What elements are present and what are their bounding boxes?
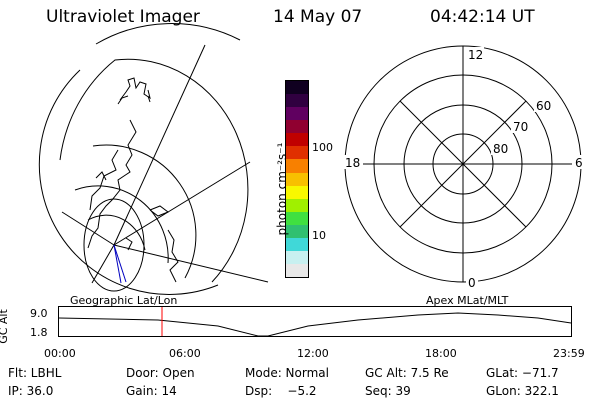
colorbar-segment — [286, 211, 308, 225]
lat-label-70: 70 — [513, 120, 528, 134]
orbit-track-2 — [113, 244, 122, 284]
geographic-label: Geographic Lat/Lon — [70, 294, 178, 307]
info-gc-alt: GC Alt: 7.5 Re — [365, 366, 449, 380]
alt-plot-xtick-1200: 12:00 — [297, 347, 329, 360]
mlt-label-6: 6 — [575, 156, 583, 170]
info-glon: GLon: 322.1 — [486, 384, 559, 398]
date-label: 14 May 07 — [273, 7, 363, 27]
alt-plot-ylabel: GC Alt — [0, 309, 10, 344]
colorbar-segment — [286, 120, 308, 134]
colorbar-tick-100: 100 — [312, 141, 333, 154]
colorbar-segment — [286, 146, 308, 160]
meridian-1 — [113, 44, 206, 246]
mlt-line-diag-2 — [399, 100, 527, 228]
apex-label: Apex MLat/MLT — [426, 294, 509, 307]
colorbar-segment — [286, 107, 308, 121]
alt-plot-curve — [58, 312, 572, 337]
colorbar-segment — [286, 94, 308, 108]
info-dsp: Dsp: −5.2 — [245, 384, 317, 398]
info-flt: Flt: LBHL — [8, 366, 62, 380]
lat-circle-5 — [87, 214, 146, 251]
altitude-strip-plot — [58, 306, 572, 337]
geographic-map — [38, 23, 269, 295]
colorbar-segment — [286, 159, 308, 173]
time-label: 04:42:14 UT — [430, 7, 535, 27]
info-door: Door: Open — [126, 366, 195, 380]
lat-circle-inner — [83, 198, 145, 292]
lat-circle-4 — [74, 185, 169, 264]
meridian-4 — [61, 211, 115, 246]
colorbar-segment — [286, 224, 308, 238]
color-scale-bar — [285, 80, 309, 278]
alt-plot-xtick-0000: 00:00 — [44, 347, 76, 360]
colorbar-tick-10: 10 — [312, 229, 326, 242]
lat-circle-1 — [38, 69, 219, 295]
instrument-title: Ultraviolet Imager — [46, 7, 200, 27]
colorbar-segment — [286, 263, 308, 277]
lat-circle-outer-top — [95, 23, 241, 45]
alt-plot-ytick-top: 9.0 — [30, 307, 48, 320]
coastline — [87, 77, 179, 283]
alt-plot-ytick-bottom: 1.8 — [30, 326, 48, 339]
lat-circle-3 — [92, 144, 197, 279]
colorbar-segment — [286, 198, 308, 212]
info-seq: Seq: 39 — [365, 384, 411, 398]
alt-plot-xtick-0600: 06:00 — [169, 347, 201, 360]
info-gain: Gain: 14 — [126, 384, 177, 398]
info-ip: IP: 36.0 — [8, 384, 54, 398]
lat-label-80: 80 — [493, 142, 508, 156]
orbit-track-1 — [113, 244, 127, 283]
info-mode: Mode: Normal — [245, 366, 329, 380]
colorbar-unit-label: photon cm⁻²s⁻¹ — [275, 142, 289, 236]
mlt-label-12: 12 — [468, 48, 483, 62]
colorbar-segment — [286, 172, 308, 186]
info-glat: GLat: −71.7 — [486, 366, 559, 380]
polar-mlt-plot: 12 18 6 0 60 70 80 — [343, 45, 586, 290]
colorbar-segment — [286, 81, 308, 95]
meridian-3 — [113, 244, 269, 283]
alt-plot-xtick-2359: 23:59 — [553, 347, 585, 360]
colorbar-segment — [286, 237, 308, 251]
colorbar-segment — [286, 133, 308, 147]
alt-plot-xtick-1800: 18:00 — [425, 347, 457, 360]
mlt-label-0: 0 — [468, 276, 476, 290]
colorbar-segment — [286, 185, 308, 199]
lat-label-60: 60 — [536, 99, 551, 113]
lat-circle-2 — [59, 58, 249, 283]
mlt-label-18: 18 — [345, 156, 360, 170]
meridian-5 — [91, 244, 115, 284]
colorbar-segment — [286, 250, 308, 264]
meridian-2 — [113, 161, 251, 246]
alt-plot-frame — [58, 306, 572, 337]
